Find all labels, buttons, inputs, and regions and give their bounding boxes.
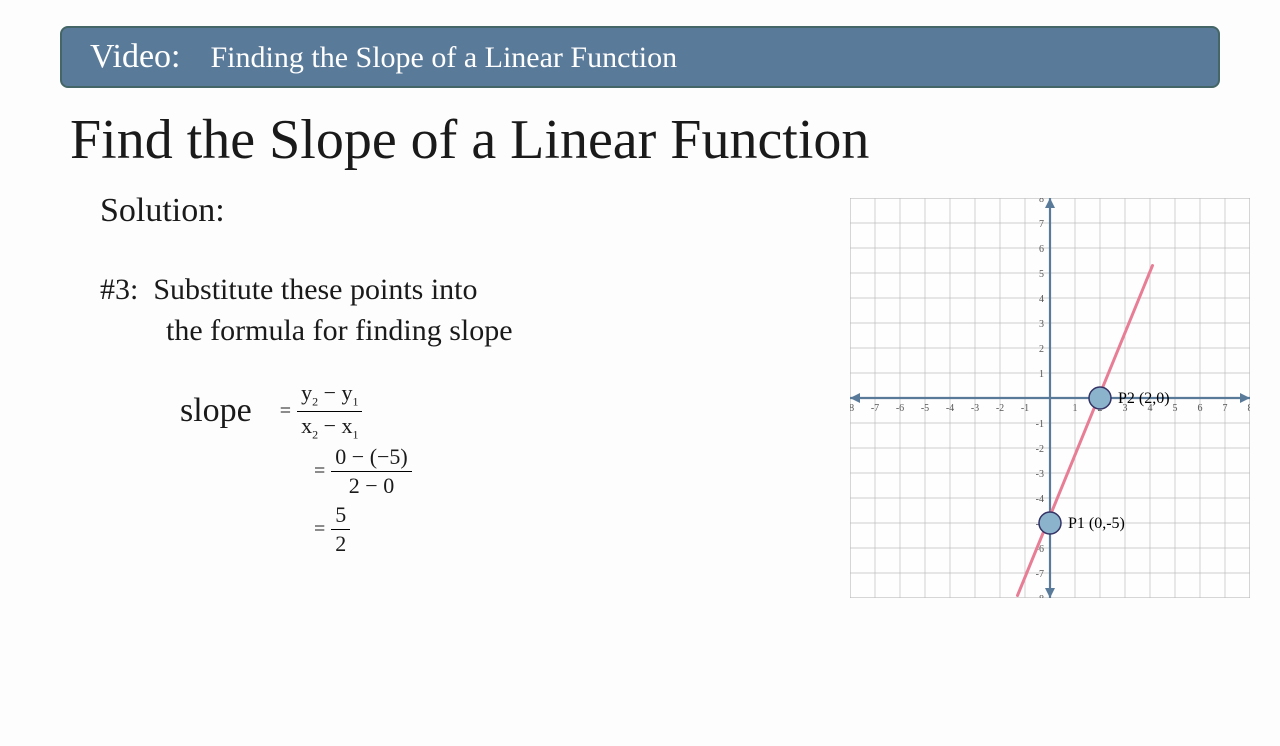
slope-word: slope	[180, 392, 252, 430]
svg-text:-3: -3	[1036, 469, 1044, 480]
svg-text:-4: -4	[946, 403, 954, 414]
frac3-den: 2	[335, 530, 346, 556]
solution-label: Solution:	[100, 192, 850, 230]
svg-text:-3: -3	[971, 403, 979, 414]
svg-text:-6: -6	[896, 403, 904, 414]
svg-text:4: 4	[1039, 294, 1044, 305]
svg-text:-4: -4	[1036, 494, 1044, 505]
svg-text:1: 1	[1073, 403, 1078, 414]
svg-text:2: 2	[1039, 344, 1044, 355]
frac3-num: 5	[331, 503, 350, 530]
step-line2: the formula for finding slope	[100, 311, 700, 352]
frac1-num: y2 − y1	[297, 381, 362, 412]
svg-text:3: 3	[1039, 319, 1044, 330]
content-area: Solution: #3: Substitute these points in…	[0, 192, 1280, 598]
equals-1: =	[280, 400, 291, 423]
svg-text:P1 (0,-5): P1 (0,-5)	[1068, 515, 1125, 532]
frac2-den: 2 − 0	[349, 472, 394, 498]
svg-text:-2: -2	[1036, 444, 1044, 455]
coordinate-graph: -8-7-6-5-4-3-2-112345678-8-7-6-5-4-3-2-1…	[850, 198, 1250, 598]
fraction-1: y2 − y1 x2 − x1	[297, 381, 362, 441]
equals-2: =	[314, 460, 325, 483]
svg-text:-1: -1	[1036, 419, 1044, 430]
step-number: #3:	[100, 273, 138, 306]
svg-text:-7: -7	[871, 403, 879, 414]
frac1-den: x2 − x1	[301, 412, 358, 442]
svg-text:-7: -7	[1036, 569, 1044, 580]
svg-text:5: 5	[1039, 269, 1044, 280]
fraction-3: 5 2	[331, 503, 350, 556]
banner-label: Video:	[90, 38, 181, 76]
svg-text:1: 1	[1039, 369, 1044, 380]
svg-text:8: 8	[1248, 403, 1251, 414]
svg-text:P2 (2,0): P2 (2,0)	[1118, 390, 1170, 407]
svg-text:8: 8	[1039, 198, 1044, 205]
step-text: #3: Substitute these points into the for…	[100, 270, 700, 351]
svg-text:7: 7	[1039, 219, 1044, 230]
video-banner: Video: Finding the Slope of a Linear Fun…	[60, 26, 1220, 88]
page-title: Find the Slope of a Linear Function	[70, 108, 1210, 172]
step-line1: Substitute these points into	[153, 273, 477, 306]
svg-text:-5: -5	[921, 403, 929, 414]
frac2-num: 0 − (−5)	[331, 445, 411, 472]
svg-text:6: 6	[1198, 403, 1203, 414]
svg-text:-8: -8	[850, 403, 854, 414]
solution-panel: Solution: #3: Substitute these points in…	[0, 192, 850, 598]
svg-text:-2: -2	[996, 403, 1004, 414]
formula-block: slope = y2 − y1 x2 − x1 = 0 − (−5) 2 − 0…	[180, 381, 850, 556]
svg-text:5: 5	[1173, 403, 1178, 414]
graph-panel: -8-7-6-5-4-3-2-112345678-8-7-6-5-4-3-2-1…	[850, 192, 1280, 598]
svg-text:6: 6	[1039, 244, 1044, 255]
graph-svg: -8-7-6-5-4-3-2-112345678-8-7-6-5-4-3-2-1…	[850, 198, 1250, 598]
equals-3: =	[314, 518, 325, 541]
svg-text:7: 7	[1223, 403, 1228, 414]
svg-text:-1: -1	[1021, 403, 1029, 414]
svg-text:-8: -8	[1036, 594, 1044, 598]
fraction-2: 0 − (−5) 2 − 0	[331, 445, 411, 498]
banner-title: Finding the Slope of a Linear Function	[211, 41, 678, 75]
